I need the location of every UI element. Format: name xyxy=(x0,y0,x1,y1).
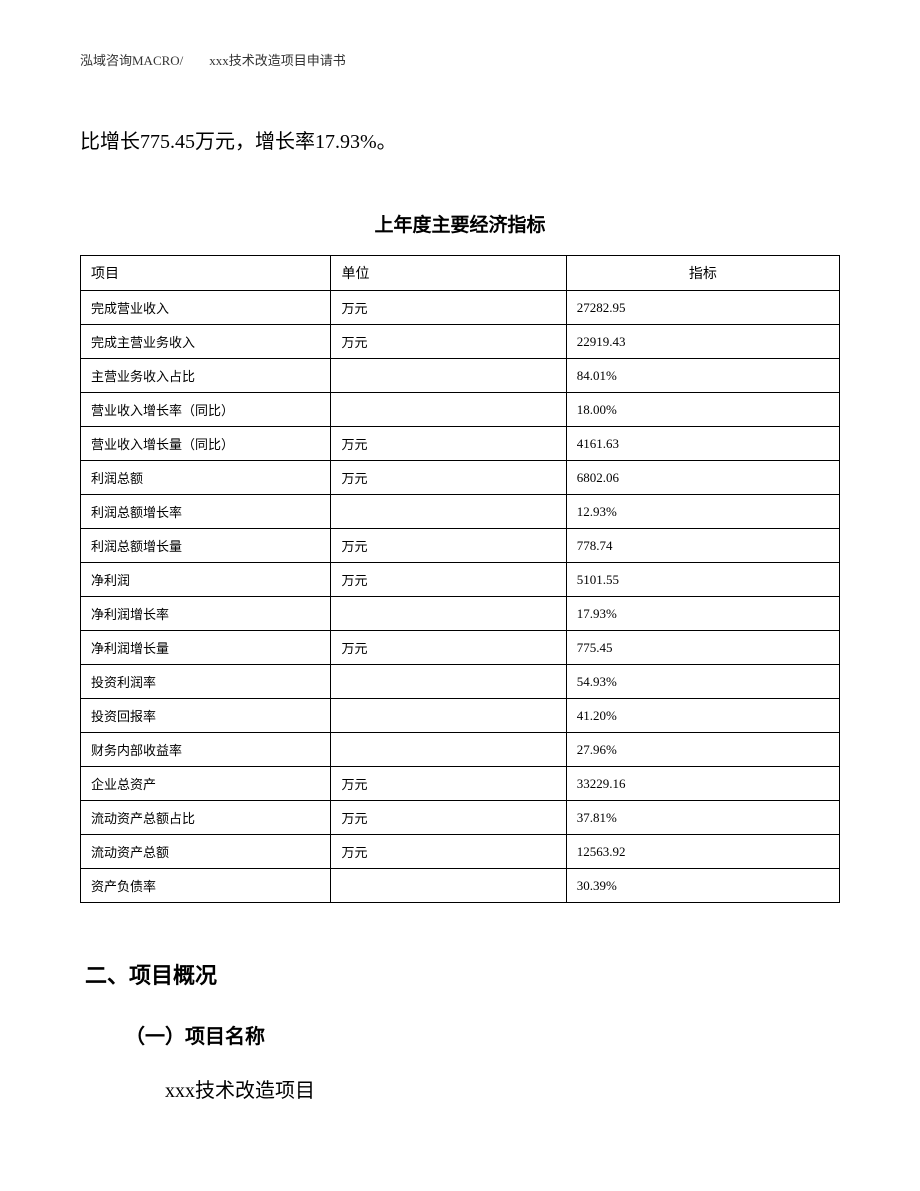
table-cell: 万元 xyxy=(331,767,566,801)
col-header-indicator: 指标 xyxy=(566,256,839,291)
table-cell: 27282.95 xyxy=(566,291,839,325)
table-header-row: 项目 单位 指标 xyxy=(81,256,840,291)
table-cell: 6802.06 xyxy=(566,461,839,495)
table-cell: 37.81% xyxy=(566,801,839,835)
table-cell: 万元 xyxy=(331,563,566,597)
table-cell: 84.01% xyxy=(566,359,839,393)
table-cell: 27.96% xyxy=(566,733,839,767)
table-cell: 利润总额 xyxy=(81,461,331,495)
table-cell: 54.93% xyxy=(566,665,839,699)
table-cell: 万元 xyxy=(331,801,566,835)
table-cell: 12563.92 xyxy=(566,835,839,869)
table-cell: 万元 xyxy=(331,461,566,495)
col-header-unit: 单位 xyxy=(331,256,566,291)
economic-indicators-table: 项目 单位 指标 完成营业收入万元27282.95完成主营业务收入万元22919… xyxy=(80,255,840,903)
table-cell: 4161.63 xyxy=(566,427,839,461)
sub-heading: （一）项目名称 xyxy=(80,1020,840,1049)
table-row: 完成营业收入万元27282.95 xyxy=(81,291,840,325)
table-row: 完成主营业务收入万元22919.43 xyxy=(81,325,840,359)
table-cell: 财务内部收益率 xyxy=(81,733,331,767)
table-cell: 41.20% xyxy=(566,699,839,733)
table-row: 营业收入增长量（同比）万元4161.63 xyxy=(81,427,840,461)
table-cell xyxy=(331,665,566,699)
table-cell: 万元 xyxy=(331,291,566,325)
table-cell: 778.74 xyxy=(566,529,839,563)
table-row: 净利润增长量万元775.45 xyxy=(81,631,840,665)
table-cell: 17.93% xyxy=(566,597,839,631)
table-row: 利润总额增长量万元778.74 xyxy=(81,529,840,563)
body-text: xxx技术改造项目 xyxy=(80,1074,840,1103)
table-cell: 万元 xyxy=(331,529,566,563)
table-row: 净利润增长率 17.93% xyxy=(81,597,840,631)
table-row: 流动资产总额万元12563.92 xyxy=(81,835,840,869)
table-cell: 万元 xyxy=(331,325,566,359)
table-row: 投资回报率 41.20% xyxy=(81,699,840,733)
table-cell: 万元 xyxy=(331,427,566,461)
table-cell: 33229.16 xyxy=(566,767,839,801)
col-header-item: 项目 xyxy=(81,256,331,291)
table-cell: 流动资产总额 xyxy=(81,835,331,869)
table-cell: 投资利润率 xyxy=(81,665,331,699)
table-row: 营业收入增长率（同比） 18.00% xyxy=(81,393,840,427)
table-cell: 主营业务收入占比 xyxy=(81,359,331,393)
table-row: 资产负债率 30.39% xyxy=(81,869,840,903)
table-cell: 22919.43 xyxy=(566,325,839,359)
table-cell xyxy=(331,597,566,631)
table-row: 净利润万元5101.55 xyxy=(81,563,840,597)
section-heading: 二、项目概况 xyxy=(80,958,840,990)
table-row: 企业总资产万元33229.16 xyxy=(81,767,840,801)
table-cell: 775.45 xyxy=(566,631,839,665)
table-cell: 30.39% xyxy=(566,869,839,903)
table-cell: 净利润增长率 xyxy=(81,597,331,631)
table-row: 投资利润率 54.93% xyxy=(81,665,840,699)
table-cell xyxy=(331,869,566,903)
table-cell: 18.00% xyxy=(566,393,839,427)
table-cell: 营业收入增长率（同比） xyxy=(81,393,331,427)
table-cell: 资产负债率 xyxy=(81,869,331,903)
table-cell: 12.93% xyxy=(566,495,839,529)
table-title: 上年度主要经济指标 xyxy=(80,210,840,237)
table-cell: 流动资产总额占比 xyxy=(81,801,331,835)
table-cell: 营业收入增长量（同比） xyxy=(81,427,331,461)
table-cell xyxy=(331,733,566,767)
page-container: 泓域咨询MACRO/ xxx技术改造项目申请书 比增长775.45万元，增长率1… xyxy=(0,0,920,1163)
table-cell: 完成主营业务收入 xyxy=(81,325,331,359)
table-cell xyxy=(331,699,566,733)
table-cell: 净利润增长量 xyxy=(81,631,331,665)
table-cell: 万元 xyxy=(331,631,566,665)
page-header: 泓域咨询MACRO/ xxx技术改造项目申请书 xyxy=(80,50,840,69)
table-cell: 企业总资产 xyxy=(81,767,331,801)
intro-paragraph: 比增长775.45万元，增长率17.93%。 xyxy=(80,124,840,160)
table-row: 利润总额增长率 12.93% xyxy=(81,495,840,529)
table-cell: 完成营业收入 xyxy=(81,291,331,325)
table-row: 财务内部收益率 27.96% xyxy=(81,733,840,767)
table-row: 流动资产总额占比万元37.81% xyxy=(81,801,840,835)
table-cell: 利润总额增长量 xyxy=(81,529,331,563)
table-cell: 净利润 xyxy=(81,563,331,597)
table-row: 利润总额万元6802.06 xyxy=(81,461,840,495)
table-cell: 5101.55 xyxy=(566,563,839,597)
table-row: 主营业务收入占比 84.01% xyxy=(81,359,840,393)
table-cell: 投资回报率 xyxy=(81,699,331,733)
table-cell: 利润总额增长率 xyxy=(81,495,331,529)
table-cell xyxy=(331,393,566,427)
table-cell xyxy=(331,495,566,529)
table-cell xyxy=(331,359,566,393)
table-cell: 万元 xyxy=(331,835,566,869)
